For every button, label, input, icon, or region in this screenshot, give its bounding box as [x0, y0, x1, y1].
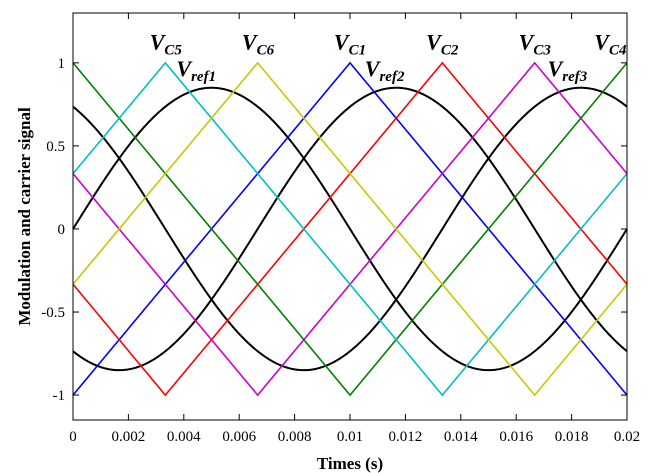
- x-tick-label: 0.006: [222, 429, 256, 445]
- annotation-vref2: Vref2: [365, 56, 405, 85]
- axis-ticks: 0 0.002 0.004 0.006 0.008 0.01 0.012 0.014 0.016…: [41, 13, 640, 445]
- y-tick-label: -1: [53, 388, 66, 404]
- y-axis-title: Modulation and carrier signal: [15, 107, 34, 326]
- series-line-vc6: [72, 61, 628, 397]
- annotation-vc2: VC2: [426, 30, 459, 59]
- annotation-vc1: VC1: [334, 30, 366, 59]
- x-tick-label: 0.008: [278, 429, 312, 445]
- annotation-vc3: VC3: [519, 30, 552, 59]
- series-line-vref1: [72, 86, 628, 372]
- x-tick-label: 0.014: [444, 429, 478, 445]
- x-tick-label: 0.002: [112, 429, 146, 445]
- x-axis-title: Times (s): [317, 454, 383, 473]
- series-line-vref2: [72, 86, 628, 372]
- annotation-vc4: VC4: [594, 30, 627, 59]
- y-tick-label: 1: [58, 56, 66, 72]
- y-tick-label: 0.5: [46, 139, 65, 155]
- annotation-vref1: Vref1: [176, 56, 216, 85]
- annotation-vc6: VC6: [242, 30, 275, 59]
- x-tick-label: 0: [69, 429, 77, 445]
- x-tick-label: 0.012: [389, 429, 423, 445]
- x-tick-label: 0.02: [614, 429, 640, 445]
- series-line-vc5: [72, 61, 628, 397]
- series-line-vref3: [72, 86, 628, 372]
- x-tick-label: 0.01: [337, 429, 363, 445]
- y-tick-label: -0.5: [41, 305, 65, 321]
- x-tick-label: 0.004: [167, 429, 201, 445]
- annotation-vc5: VC5: [150, 30, 183, 59]
- annotation-vref3: Vref3: [548, 56, 588, 85]
- x-tick-label: 0.018: [555, 429, 589, 445]
- y-tick-label: 0: [58, 222, 66, 238]
- x-tick-label: 0.016: [499, 429, 533, 445]
- plot-lines: [72, 61, 628, 397]
